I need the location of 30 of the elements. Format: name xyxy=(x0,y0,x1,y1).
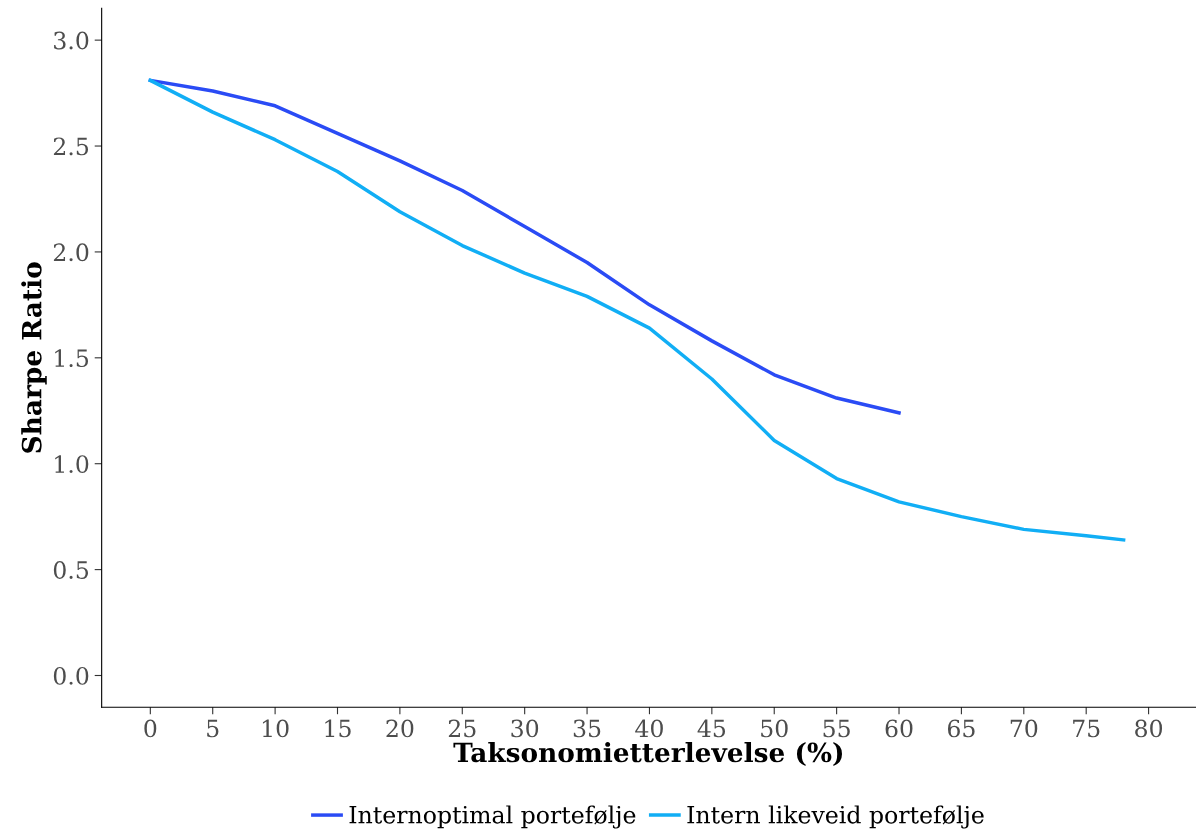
x-tick-label: 5 xyxy=(207,719,219,738)
y-axis-title: Sharpe Ratio xyxy=(21,262,47,453)
x-tick-label: 35 xyxy=(573,719,601,738)
x-tick-label: 80 xyxy=(1135,719,1163,738)
x-tick-label: 0 xyxy=(144,719,157,738)
x-tick-label: 40 xyxy=(635,719,663,738)
x-tick-label: 10 xyxy=(262,719,289,738)
legend-label: Intern likeveid portefølje xyxy=(687,805,984,829)
y-tick-label: 0.0 xyxy=(53,666,89,685)
x-tick-label: 25 xyxy=(448,719,476,738)
y-tick-label: 1.0 xyxy=(55,455,89,474)
x-tick-label: 15 xyxy=(325,719,351,738)
x-tick-label: 55 xyxy=(823,719,850,738)
x-tick-label: 65 xyxy=(947,719,975,738)
x-tick-label: 30 xyxy=(511,719,539,738)
x-tick-label: 70 xyxy=(1010,719,1038,738)
line-series xyxy=(148,78,1126,542)
x-tick-label: 45 xyxy=(697,719,726,738)
x-axis-title: Taksonomietterlevelse (%) xyxy=(453,741,843,767)
x-tick-label: 50 xyxy=(761,719,788,738)
x-tick-label: 20 xyxy=(386,719,414,738)
x-tick-label: 75 xyxy=(1073,719,1100,738)
legend-label: Internoptimal portefølje xyxy=(349,805,636,829)
x-tick-label: 60 xyxy=(885,719,913,738)
y-tick-label: 3.0 xyxy=(54,31,89,50)
y-tick-label: 0.5 xyxy=(53,561,89,579)
y-tick-label: 2.5 xyxy=(53,137,89,156)
line-series xyxy=(148,78,901,415)
y-tick-label: 1.5 xyxy=(55,349,89,368)
y-tick-label: 2.0 xyxy=(53,243,89,262)
